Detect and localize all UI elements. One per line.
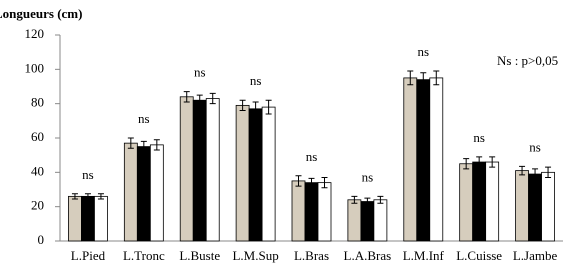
group-label: ns [362,169,374,184]
error-bar [364,197,371,206]
bar [136,146,151,242]
group-label: ns [194,65,206,80]
error-bar [351,195,358,204]
bar [291,180,306,242]
x-tick-label: L.Buste [179,248,220,263]
error-bar [532,168,539,180]
bar [248,108,263,242]
error-bar [127,137,134,149]
bar [541,171,555,242]
bar [459,163,474,242]
bar [515,170,529,242]
x-tick-label: L.M.Sup [232,248,278,263]
error-bar [84,193,91,200]
x-tick-label: L.Jambe [513,248,558,263]
error-bar [239,99,246,112]
bar [94,195,108,242]
error-bar [321,176,328,189]
bar [179,96,194,242]
chart-title: Longueurs (cm) [0,6,82,21]
bar [68,195,82,242]
error-bar [476,156,483,168]
bar [403,77,418,242]
bar [360,201,375,242]
bar [81,195,95,242]
group-label: ns [250,73,262,88]
x-tick-label: L.Bras [294,248,329,263]
error-bar [209,92,216,105]
x-tick-label: L.Cuisse [456,248,502,263]
error-bar [97,193,104,200]
x-tick-label: L.A.Bras [344,248,392,263]
y-tick-label: 80 [31,95,44,110]
bar [205,98,220,242]
error-bar [295,175,302,187]
error-bar [463,158,470,170]
bar [317,182,332,242]
error-bar [545,166,552,178]
group-label: ns [306,149,318,164]
error-bar [519,165,526,176]
group-label: ns [138,111,150,126]
error-bar [140,140,147,153]
bar [304,182,319,242]
bar [347,199,362,242]
error-bar [71,193,78,200]
error-bar [377,195,384,204]
error-bar [433,70,440,86]
x-tick-label: L.M.Inf [403,248,445,263]
y-tick-label: 120 [25,26,45,41]
annotation: Ns : p>0,05 [497,53,558,68]
bar [528,173,542,242]
x-tick-label: L.Tronc [123,248,165,263]
y-tick-label: 20 [31,198,44,213]
error-bar [489,156,496,168]
y-tick-label: 100 [25,60,45,75]
bar [429,77,444,242]
bar [261,106,276,242]
bar [235,104,250,242]
x-tick-label: L.Pied [71,248,106,263]
bar [373,199,388,242]
bar [149,144,164,242]
bar [485,161,500,242]
y-tick-label: 40 [31,163,44,178]
bar [123,142,138,242]
error-bar [407,70,414,86]
group-label: ns [473,130,485,145]
error-bar [420,72,427,87]
group-label: ns [417,44,429,59]
y-tick-label: 60 [31,129,44,144]
error-bar [153,139,160,151]
error-bar [265,99,272,115]
group-label: ns [82,167,94,182]
bar [192,99,207,242]
error-bar [183,91,190,103]
error-bar [308,177,315,188]
error-bar [196,94,203,106]
bar [416,79,431,242]
group-label: ns [529,139,541,154]
error-bar [252,101,259,117]
bar [472,161,487,242]
y-tick-label: 0 [38,232,45,247]
